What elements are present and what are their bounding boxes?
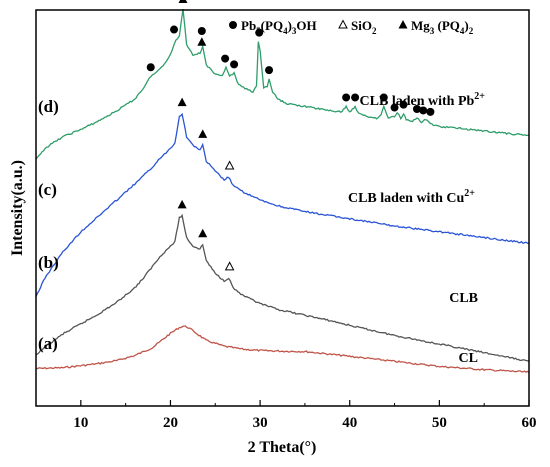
peak-marker-filled-circle bbox=[197, 27, 206, 35]
curve-labels: CL CLB CLB laden with Cu2+ CLB laden with P… bbox=[348, 91, 485, 366]
peak-marker-filled-triangle bbox=[177, 199, 187, 209]
curve-label: CLB bbox=[449, 291, 478, 306]
peak-marker-filled-circle bbox=[379, 93, 388, 102]
peak-marker-filled-circle bbox=[255, 28, 264, 37]
peak-marker-filled-circle bbox=[390, 103, 399, 112]
series-line-d bbox=[35, 9, 530, 160]
legend-entry: Pb5(PQ4)3OH bbox=[241, 18, 317, 36]
peak-marker-filled-circle bbox=[419, 106, 428, 115]
curve-label: CLB laden with Pb2+ bbox=[360, 91, 486, 109]
peak-marker-open-triangle bbox=[224, 261, 235, 271]
legend: Pb5(PQ4)3OH SiO2 Mg3 (PQ4)2 bbox=[229, 18, 474, 36]
peak-marker-filled-triangle bbox=[198, 129, 208, 138]
peak-marker-filled-circle bbox=[170, 25, 179, 34]
y-axis-label: Intensity(a.u.) bbox=[9, 160, 26, 256]
legend-entry: SiO2 bbox=[351, 18, 377, 36]
series-line-a bbox=[35, 325, 530, 373]
panel-label: (c) bbox=[38, 180, 57, 199]
plot-frame bbox=[35, 9, 530, 407]
legend-entry: Mg3 (PQ4)2 bbox=[411, 18, 474, 36]
peak-marker-filled-triangle bbox=[178, 0, 188, 4]
peak-markers bbox=[146, 0, 435, 271]
peak-marker-filled-circle bbox=[342, 93, 351, 102]
panel-label: (b) bbox=[38, 253, 59, 272]
x-tick-label: 10 bbox=[73, 415, 88, 431]
panel-label: (d) bbox=[38, 97, 59, 116]
peak-marker-filled-circle bbox=[399, 100, 408, 109]
x-axis-ticks: 10 20 30 40 50 60 bbox=[35, 400, 537, 431]
peak-marker-filled-triangle bbox=[177, 97, 187, 107]
peak-marker-filled-circle bbox=[351, 93, 360, 102]
legend-marker bbox=[229, 21, 237, 29]
series-lines bbox=[35, 9, 530, 373]
panel-label: (a) bbox=[38, 334, 58, 353]
x-tick-label: 60 bbox=[522, 415, 537, 431]
legend-marker bbox=[398, 20, 408, 29]
peak-marker-filled-circle bbox=[230, 60, 239, 69]
curve-label: CL bbox=[459, 351, 478, 366]
peak-marker-filled-circle bbox=[426, 107, 435, 116]
series-line-c bbox=[35, 112, 530, 297]
x-tick-label: 20 bbox=[163, 415, 178, 431]
x-axis-label: 2 Theta(°) bbox=[248, 439, 317, 456]
legend-marker bbox=[338, 19, 348, 29]
curve-label: CLB laden with Cu2+ bbox=[348, 188, 475, 206]
peak-marker-filled-circle bbox=[221, 54, 230, 63]
x-tick-label: 30 bbox=[253, 415, 268, 431]
panel-labels: (a) (b) (c) (d) bbox=[38, 97, 59, 353]
peak-marker-open-triangle bbox=[224, 160, 235, 170]
peak-marker-filled-circle bbox=[412, 105, 421, 113]
series-line-b bbox=[35, 213, 530, 363]
peak-marker-filled-circle bbox=[146, 63, 155, 72]
x-tick-label: 40 bbox=[342, 415, 357, 431]
peak-marker-filled-triangle bbox=[197, 37, 207, 46]
peak-marker-filled-triangle bbox=[198, 228, 208, 238]
x-tick-label: 50 bbox=[432, 415, 447, 431]
peak-marker-filled-circle bbox=[265, 66, 274, 75]
